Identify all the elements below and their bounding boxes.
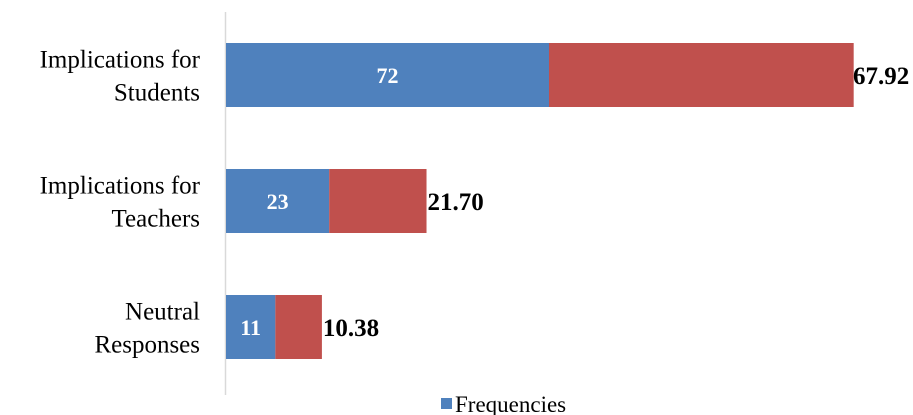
inner-label-implications-for-students: 72 <box>376 63 398 88</box>
legend-label-frequencies: Frequencies <box>455 392 566 415</box>
inner-label-implications-for-teachers: 23 <box>267 189 289 214</box>
category-label-implications-for-teachers: Implications for Teachers <box>40 173 201 233</box>
bar-implications-for-teachers-series-frequencies <box>226 169 330 233</box>
legend-swatch-frequencies <box>441 398 452 409</box>
end-label-implications-for-teachers: 21.70 <box>428 189 484 216</box>
category-label-neutral-responses: Neutral Responses <box>94 299 200 359</box>
inner-label-neutral-responses: 11 <box>240 315 261 340</box>
bar-implications-for-teachers-series-2 <box>329 169 427 233</box>
category-label-implications-for-students: Implications for Students <box>40 47 201 107</box>
bar-neutral-responses-series-2 <box>275 295 322 359</box>
end-label-neutral-responses: 10.38 <box>323 315 379 342</box>
category-labels: Implications for Students Implications for… <box>40 47 201 359</box>
legend: Frequencies <box>441 392 566 415</box>
bars <box>226 43 854 359</box>
bar-neutral-responses-series-frequencies <box>226 295 276 359</box>
end-label-implications-for-students: 67.92 <box>853 63 909 90</box>
bar-implications-for-students-series-2 <box>548 43 854 107</box>
data-labels: 72 67.92 23 21.70 11 10.38 <box>240 63 909 342</box>
bar-implications-for-students-series-frequencies <box>226 43 549 107</box>
